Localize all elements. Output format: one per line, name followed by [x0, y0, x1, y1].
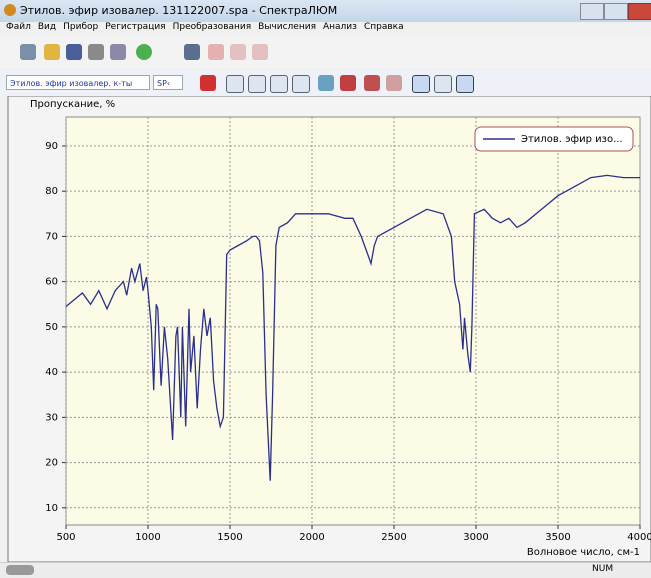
status-bar: NUM — [0, 562, 651, 578]
tool-button[interactable] — [20, 44, 36, 60]
tool-button[interactable] — [364, 75, 380, 91]
menu-item[interactable]: Преобразования — [172, 22, 252, 32]
spectrum-select[interactable]: Этилов. эфир изовалер. к-ты — [6, 75, 150, 90]
tool-button[interactable] — [292, 75, 310, 93]
tool-button[interactable] — [208, 44, 224, 60]
y-tick-label: 30 — [45, 412, 58, 423]
menu-item[interactable]: Вид — [37, 22, 57, 32]
tool-button[interactable] — [88, 44, 104, 60]
menu-bar: Файл Вид Прибор Регистрация Преобразования Вы… — [0, 22, 651, 36]
x-tick-label: 4000 — [627, 532, 651, 543]
tool-button[interactable] — [136, 44, 152, 60]
menu-item[interactable]: Файл — [6, 22, 31, 32]
tool-button[interactable] — [434, 75, 452, 93]
tool-button[interactable] — [412, 75, 430, 93]
tool-button[interactable] — [252, 44, 268, 60]
tool-button[interactable] — [318, 75, 334, 91]
tool-button[interactable] — [270, 75, 288, 93]
menu-item[interactable]: Прибор — [63, 22, 99, 32]
menu-item[interactable]: Справка — [363, 22, 404, 32]
tool-button[interactable] — [226, 75, 244, 93]
tool-button[interactable] — [110, 44, 126, 60]
minimize-button[interactable] — [580, 3, 604, 20]
status-indicator — [6, 565, 34, 575]
y-axis-title: Пропускание, % — [30, 99, 115, 110]
y-tick-label: 10 — [45, 503, 58, 514]
status-text: NUM — [592, 564, 614, 574]
x-tick-label: 3500 — [545, 532, 570, 543]
tool-button[interactable] — [230, 44, 246, 60]
tool-button[interactable] — [200, 75, 216, 91]
tool-button[interactable] — [248, 75, 266, 93]
y-tick-label: 50 — [45, 322, 58, 333]
maximize-button[interactable] — [604, 3, 628, 20]
y-tick-label: 40 — [45, 367, 58, 378]
spectrum-line — [65, 174, 640, 481]
x-tick-label: 500 — [56, 532, 75, 543]
tool-button[interactable] — [340, 75, 356, 91]
toolbar: Этилов. эфир изовалер. к-ты SP‹ — [0, 70, 651, 96]
window-title: Этилов. эфир изовалер. 131122007.spa - С… — [20, 4, 338, 17]
menu-item[interactable]: Регистрация — [105, 22, 166, 32]
y-tick-label: 60 — [45, 277, 58, 288]
x-tick-label: 2500 — [381, 532, 406, 543]
x-axis-title: Волновое число, см-1 — [527, 547, 640, 558]
toolbar — [0, 36, 651, 68]
x-tick-label: 2000 — [299, 532, 324, 543]
tool-button[interactable] — [386, 75, 402, 91]
title-bar: Этилов. эфир изовалер. 131122007.spa - С… — [0, 0, 651, 22]
menu-item[interactable]: Вычисления — [258, 22, 316, 32]
plot-area — [65, 116, 641, 526]
y-tick-label: 90 — [45, 141, 58, 152]
close-button[interactable] — [628, 3, 651, 20]
tool-button[interactable] — [184, 44, 200, 60]
tool-button[interactable] — [44, 44, 60, 60]
menu-item[interactable]: Анализ — [323, 22, 357, 32]
app-icon — [4, 4, 16, 16]
x-tick-label: 1500 — [217, 532, 242, 543]
chart: Пропускание, % Волновое число, см-1 10 20… — [7, 96, 651, 562]
y-tick-label: 80 — [45, 186, 58, 197]
x-tick-label: 3000 — [463, 532, 488, 543]
mode-select[interactable]: SP‹ — [153, 75, 183, 90]
legend — [474, 126, 634, 152]
x-tick-label: 1000 — [135, 532, 160, 543]
tool-button[interactable] — [66, 44, 82, 60]
legend-label: Этилов. эфир изо... — [521, 134, 623, 145]
y-tick-label: 20 — [45, 458, 58, 469]
y-tick-label: 70 — [45, 231, 58, 242]
tool-button[interactable] — [456, 75, 474, 93]
